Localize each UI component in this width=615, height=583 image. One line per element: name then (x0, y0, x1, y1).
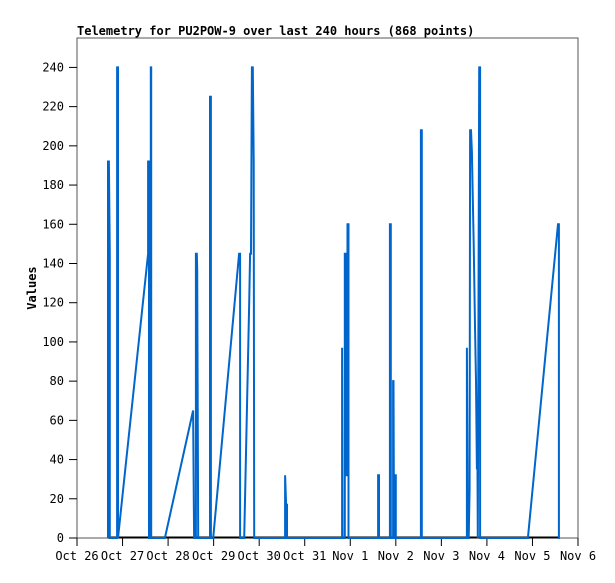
x-tick-label: Oct 28 (146, 549, 189, 563)
y-tick-label: 180 (42, 178, 64, 192)
series-line (108, 67, 560, 538)
y-tick-label: 80 (50, 374, 64, 388)
x-tick-label: Oct 30 (238, 549, 281, 563)
x-tick-label: Oct 29 (192, 549, 235, 563)
y-tick-label: 200 (42, 139, 64, 153)
y-tick-label: 140 (42, 256, 64, 270)
x-tick-label: Nov 2 (378, 549, 414, 563)
x-tick-label: Oct 27 (101, 549, 144, 563)
y-tick-label: 100 (42, 335, 64, 349)
y-tick-label: 40 (50, 453, 64, 467)
x-tick-label: Nov 5 (514, 549, 550, 563)
y-tick-label: 20 (50, 492, 64, 506)
x-tick-label: Nov 6 (560, 549, 596, 563)
chart-title: Telemetry for PU2POW-9 over last 240 hou… (77, 24, 474, 38)
y-tick-label: 240 (42, 60, 64, 74)
y-axis-label: Values (25, 266, 39, 309)
y-tick-label: 220 (42, 100, 64, 114)
x-tick-label: Nov 4 (469, 549, 505, 563)
y-tick-label: 160 (42, 217, 64, 231)
y-tick-label: 60 (50, 413, 64, 427)
y-tick-label: 120 (42, 296, 64, 310)
x-tick-label: Oct 26 (55, 549, 98, 563)
y-tick-label: 0 (57, 531, 64, 545)
x-tick-label: Nov 3 (423, 549, 459, 563)
x-tick-label: Oct 31 (283, 549, 326, 563)
x-tick-label: Nov 1 (332, 549, 368, 563)
